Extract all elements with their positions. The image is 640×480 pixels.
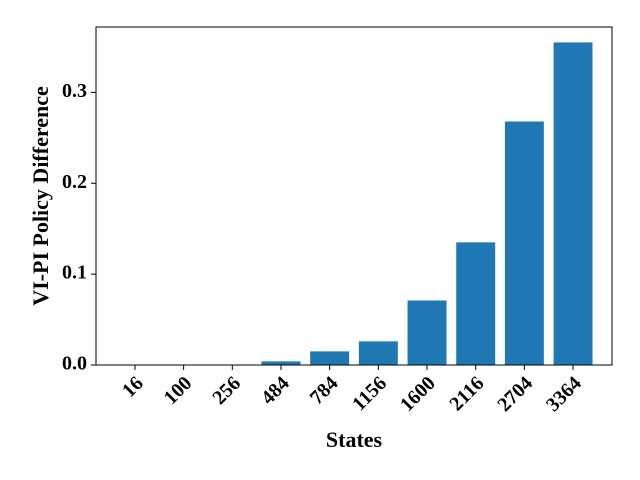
- x-tick-label: 784: [306, 372, 343, 409]
- bar-2704: [504, 121, 544, 365]
- bar-1156: [358, 341, 398, 365]
- bar-484: [261, 361, 301, 365]
- x-tick-label: 16: [118, 372, 148, 402]
- bar-2116: [456, 242, 496, 365]
- bar-3364: [553, 42, 593, 366]
- x-tick-label: 1600: [396, 372, 440, 416]
- x-tick-label: 100: [160, 372, 197, 409]
- bar-1600: [407, 300, 447, 365]
- x-tick-label: 256: [208, 372, 245, 409]
- bar-784: [310, 351, 350, 365]
- x-axis-label: States: [326, 427, 383, 452]
- x-tick-label: 3364: [542, 372, 586, 416]
- plot-frame: [95, 26, 613, 366]
- y-tick-label: 0.3: [62, 80, 87, 102]
- y-tick-label: 0.2: [62, 171, 87, 193]
- y-tick-label: 0.0: [62, 353, 87, 375]
- y-axis-label: VI-PI Policy Difference: [28, 86, 53, 306]
- x-tick-label: 484: [257, 372, 294, 409]
- x-tick-label: 2704: [493, 372, 537, 416]
- x-tick-label: 2116: [445, 372, 488, 415]
- x-tick-label: 1156: [348, 372, 391, 415]
- y-tick-label: 0.1: [62, 262, 87, 284]
- bars-layer: [261, 42, 593, 366]
- axes-layer: [95, 26, 613, 366]
